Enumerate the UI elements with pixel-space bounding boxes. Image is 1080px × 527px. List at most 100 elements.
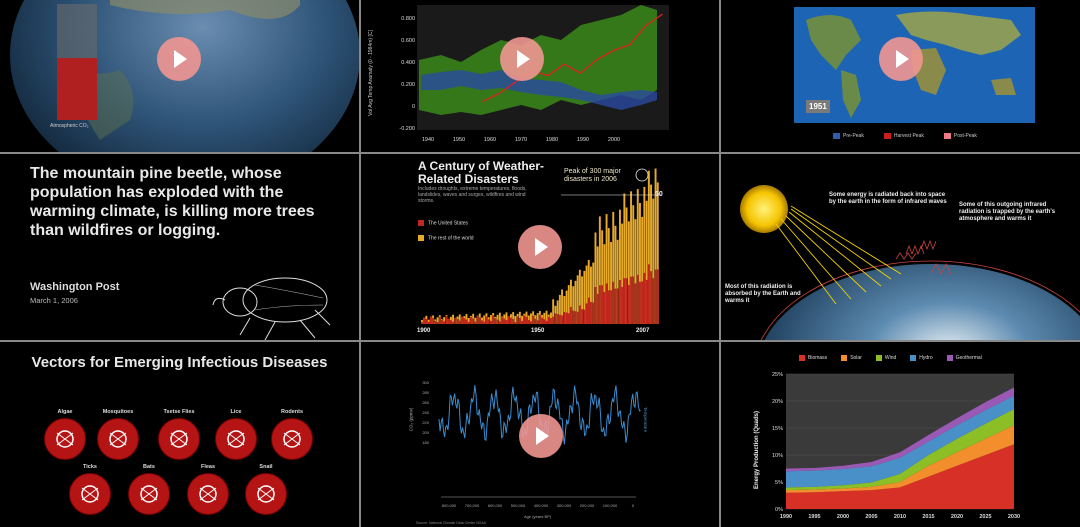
- bar-us: [498, 321, 501, 324]
- legend-item: Hydro: [910, 355, 933, 361]
- bar-us: [454, 317, 457, 324]
- y-tick: 260: [422, 400, 429, 405]
- bar-us: [596, 293, 599, 324]
- bar-world: [656, 182, 659, 324]
- bar-us: [565, 312, 568, 324]
- bar-us: [570, 306, 572, 324]
- x-tick: 200,000: [580, 503, 595, 508]
- bar-us: [441, 319, 443, 324]
- play-button[interactable]: [519, 414, 563, 458]
- bar-us: [598, 285, 601, 324]
- bar-us: [639, 281, 641, 324]
- bar-world: [514, 316, 517, 324]
- video-tile-co2-globe[interactable]: Atmospheric CO₂: [0, 0, 359, 152]
- bar-us: [556, 314, 559, 324]
- video-tile-pine-beetle[interactable]: The mountain pine beetle, whose populati…: [0, 154, 359, 340]
- bar-us: [478, 317, 481, 324]
- bar-us: [601, 285, 604, 324]
- play-button[interactable]: [518, 225, 562, 269]
- legend-item: The United States: [418, 220, 468, 226]
- bar-us: [536, 320, 539, 324]
- bar-us: [483, 321, 486, 324]
- bar-us: [452, 321, 455, 324]
- peak-annotation: Peak of 300 major disasters in 2006: [564, 168, 621, 183]
- video-tile-renewable-energy[interactable]: 25% 20% 15% 10% 5% 0% 1990 1995 2000 2005 2010 2015…: [721, 342, 1080, 527]
- bar-world: [650, 184, 653, 324]
- x-tick: 1980: [546, 137, 558, 143]
- bar-us: [438, 316, 441, 324]
- video-tile-harvest-map[interactable]: 1951 Pre-Peak Harvest Peak Post-Peak: [721, 0, 1080, 152]
- bar-us: [503, 318, 506, 324]
- bar-world: [607, 228, 610, 324]
- y-tick: -0.200: [399, 126, 415, 132]
- x-tick: 2005: [865, 514, 877, 520]
- bar-world: [585, 265, 588, 324]
- bar-us: [501, 317, 504, 324]
- bar-world: [603, 244, 606, 324]
- bar-us: [434, 320, 437, 324]
- video-tile-disease-vectors[interactable]: Vectors for Emerging Infectious Diseases…: [0, 342, 359, 527]
- bar-world: [621, 223, 624, 324]
- bar-us: [436, 322, 439, 324]
- rodent-icon: [271, 418, 313, 460]
- vector-item: Rodents: [268, 409, 316, 460]
- video-tile-temperature-anomaly[interactable]: 0.800 0.600 0.400 0.200 0 -0.200 1940 1950 1960…: [361, 0, 719, 152]
- vector-item: Fleas: [184, 464, 232, 515]
- bar-us: [610, 290, 613, 324]
- bar-us: [516, 316, 519, 324]
- bar-world: [563, 296, 566, 324]
- bar-world: [598, 216, 601, 324]
- bar-us: [485, 316, 488, 324]
- bar-world: [558, 294, 561, 324]
- bar-world: [592, 262, 595, 324]
- play-button[interactable]: [500, 37, 544, 81]
- y-tick: 20%: [772, 399, 783, 405]
- bar-us: [447, 318, 450, 324]
- tsetse-fly-icon: [158, 418, 200, 460]
- bar-us: [605, 283, 608, 324]
- bar-us: [538, 314, 541, 325]
- bar-us: [532, 315, 535, 324]
- bar-us: [578, 305, 581, 324]
- bar-us: [574, 311, 577, 324]
- bar-us: [627, 285, 630, 324]
- bar-world: [647, 170, 650, 324]
- y-tick: 200: [422, 430, 429, 435]
- bar-world: [512, 312, 515, 324]
- bar-world: [490, 315, 492, 324]
- bar-world: [574, 280, 577, 324]
- video-tile-co2-ice-core[interactable]: 300 280 260 240 220 200 180 800,000 700,000 600,0…: [361, 342, 719, 527]
- bar-us: [469, 317, 472, 324]
- bar-us: [545, 320, 548, 324]
- x-axis-label: Age (years BP): [524, 514, 552, 519]
- video-tile-greenhouse-effect[interactable]: Some energy is radiated back into space …: [721, 154, 1080, 340]
- y-tick: 0%: [775, 507, 783, 513]
- bar-us: [645, 279, 648, 324]
- bar-world: [474, 317, 477, 324]
- blue-band: [421, 70, 657, 110]
- bat-icon: [128, 473, 170, 515]
- bar-us: [490, 320, 492, 324]
- vector-item: Mosquitoes: [94, 409, 142, 460]
- video-tile-weather-disasters[interactable]: A Century of Weather-Related Disasters I…: [361, 154, 719, 340]
- y-tick: 300: [422, 380, 429, 385]
- bar-world: [596, 246, 599, 324]
- bar-us: [581, 309, 584, 324]
- bar-us: [583, 309, 586, 324]
- tick-icon: [69, 473, 111, 515]
- bar-world: [636, 189, 639, 324]
- quote-source: Washington Post: [30, 281, 120, 293]
- bar-world: [505, 312, 508, 324]
- x-tick: 100,000: [603, 503, 618, 508]
- y-axis-label-right: Temperature: [643, 406, 649, 433]
- play-button[interactable]: [879, 37, 923, 81]
- bar-us: [507, 316, 510, 324]
- play-button[interactable]: [157, 37, 201, 81]
- y-tick: 180: [422, 440, 429, 445]
- legend-item: Harvest Peak: [883, 133, 924, 139]
- x-tick: 0: [632, 503, 635, 508]
- x-tick: 2007: [636, 328, 650, 334]
- bar-us: [461, 316, 463, 324]
- bar-us: [458, 320, 461, 324]
